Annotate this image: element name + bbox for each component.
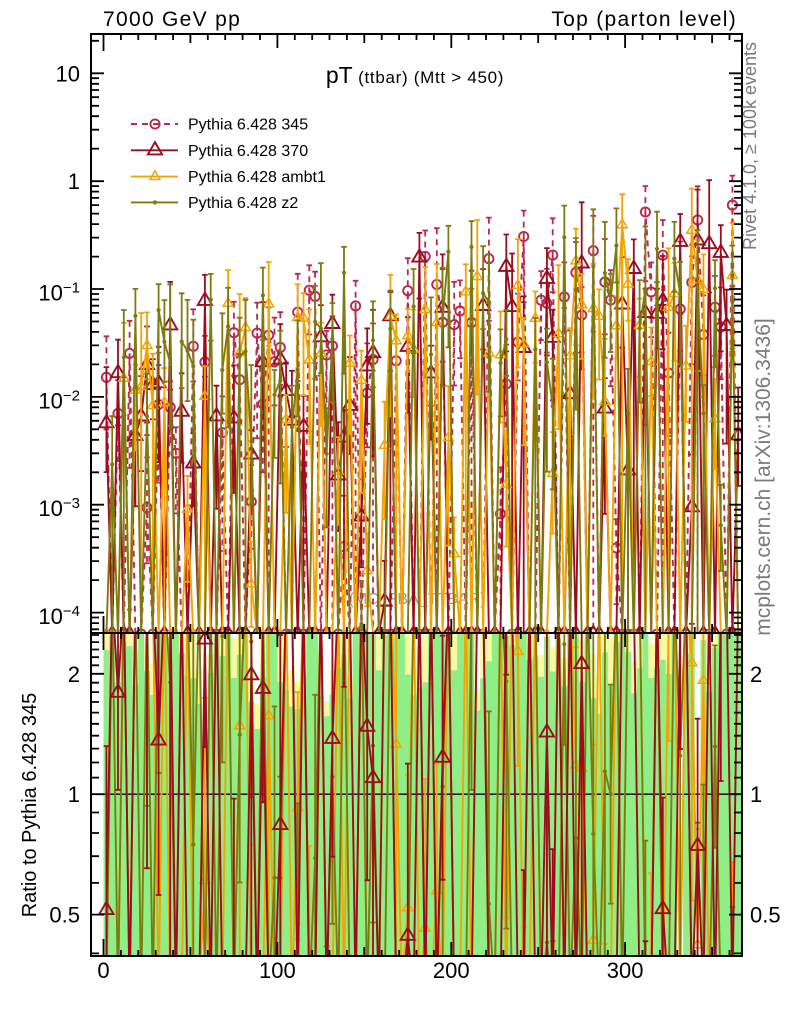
svg-text:2: 2 bbox=[68, 662, 80, 687]
svg-text:mcplots.cern.ch [arXiv:1306.34: mcplots.cern.ch [arXiv:1306.3436] bbox=[752, 318, 775, 636]
svg-text:10−3: 10−3 bbox=[38, 495, 80, 521]
svg-text:10−1: 10−1 bbox=[38, 280, 80, 306]
svg-text:300: 300 bbox=[607, 958, 644, 983]
svg-text:Pythia 6.428 ambt1: Pythia 6.428 ambt1 bbox=[188, 169, 326, 186]
svg-text:2: 2 bbox=[750, 662, 762, 687]
svg-text:Top (parton level): Top (parton level) bbox=[551, 8, 737, 31]
svg-text:1: 1 bbox=[750, 782, 762, 807]
svg-text:1: 1 bbox=[68, 782, 80, 807]
svg-text:100: 100 bbox=[259, 958, 296, 983]
svg-text:10: 10 bbox=[56, 61, 80, 86]
svg-text:Ratio to Pythia 6.428 345: Ratio to Pythia 6.428 345 bbox=[19, 693, 41, 918]
svg-text:0: 0 bbox=[97, 958, 109, 983]
svg-text:200: 200 bbox=[433, 958, 470, 983]
svg-text:Pythia 6.428 z2: Pythia 6.428 z2 bbox=[188, 195, 298, 212]
svg-text:10−4: 10−4 bbox=[38, 603, 80, 629]
svg-text:1: 1 bbox=[68, 169, 80, 194]
svg-text:10−2: 10−2 bbox=[38, 387, 80, 413]
svg-text:Pythia 6.428 370: Pythia 6.428 370 bbox=[188, 143, 308, 160]
svg-text:Pythia 6.428 345: Pythia 6.428 345 bbox=[188, 117, 308, 134]
svg-text:pT (ttbar) (Mtt > 450): pT (ttbar) (Mtt > 450) bbox=[326, 62, 504, 88]
svg-text:7000 GeV pp: 7000 GeV pp bbox=[103, 8, 241, 31]
svg-text:0.5: 0.5 bbox=[49, 903, 80, 928]
svg-text:0.5: 0.5 bbox=[750, 903, 781, 928]
svg-text:Rivet 4.1.0, ≥ 100k events: Rivet 4.1.0, ≥ 100k events bbox=[740, 42, 760, 250]
